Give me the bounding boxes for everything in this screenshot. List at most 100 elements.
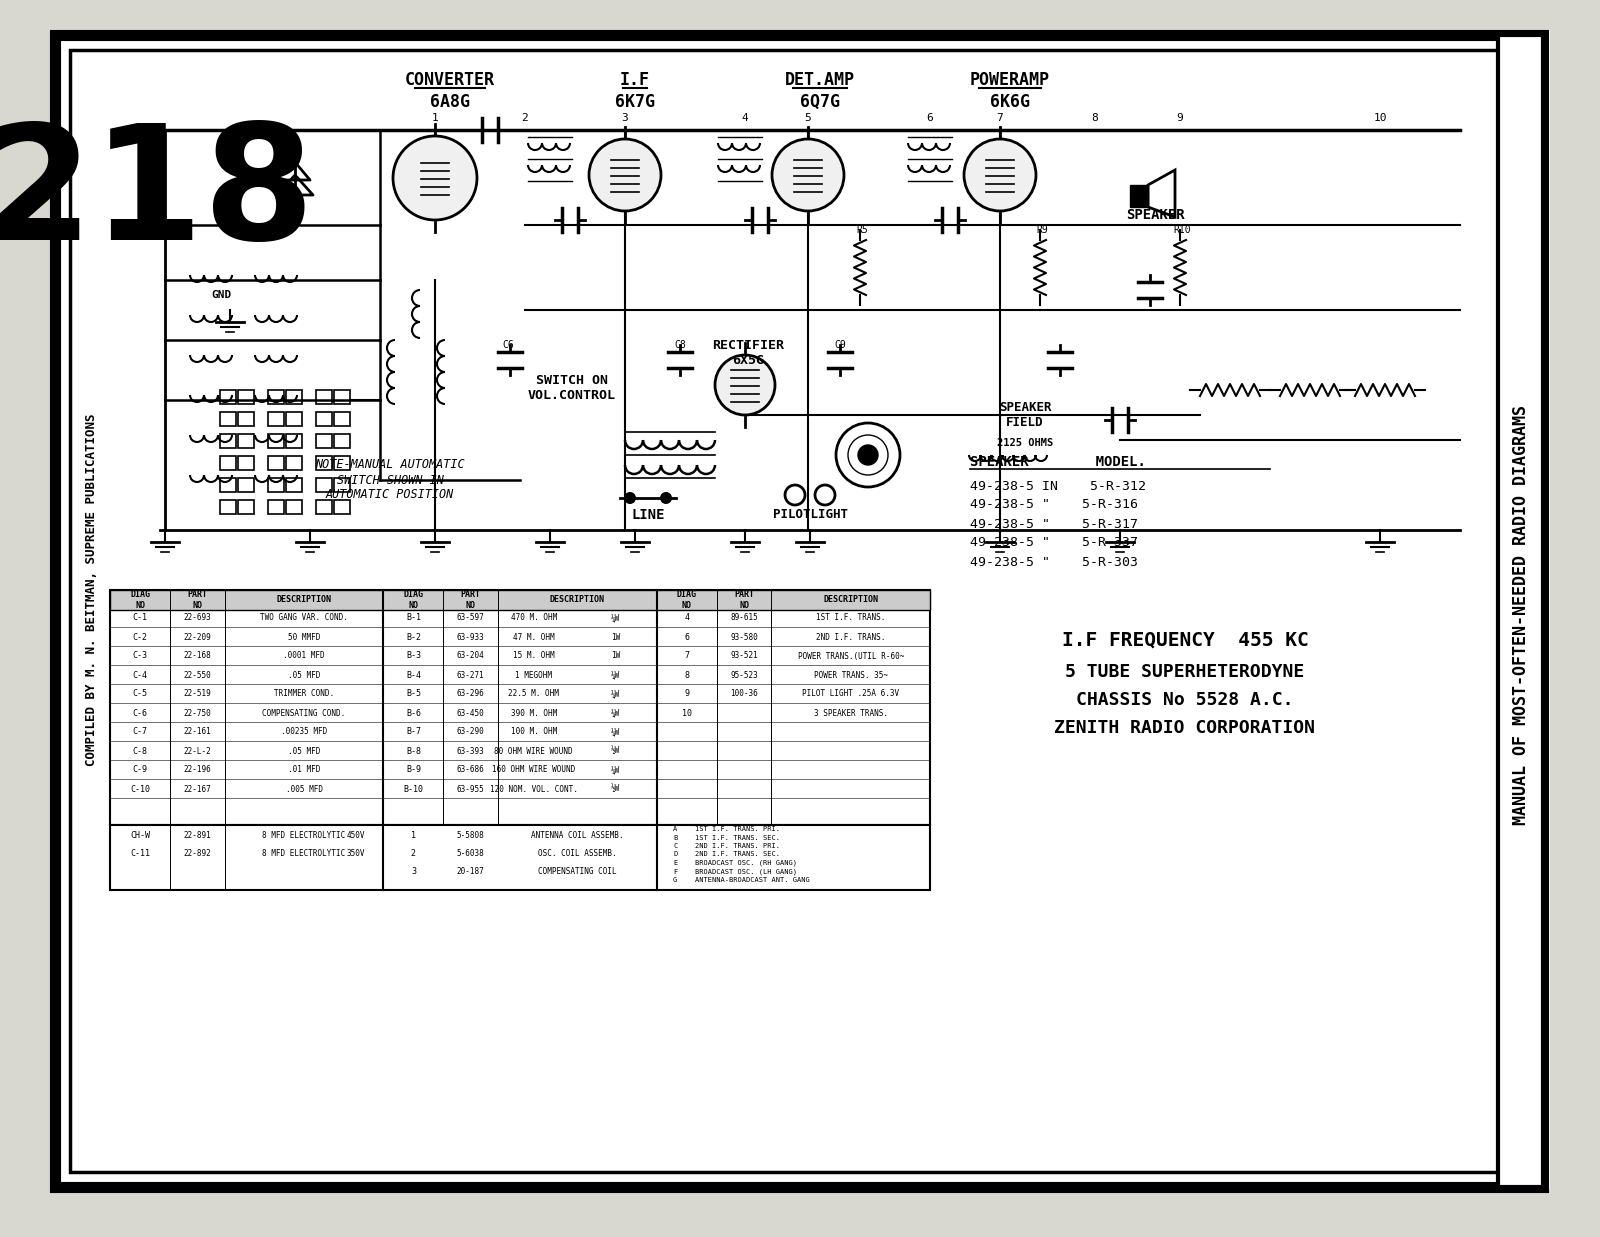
Text: C: C [674, 842, 677, 849]
Text: 22-693: 22-693 [184, 614, 211, 622]
Text: 63-393: 63-393 [458, 746, 485, 756]
Bar [269, 390, 285, 404]
Bar [238, 500, 254, 515]
Text: 22-209: 22-209 [184, 632, 211, 642]
Text: .01 MFD: .01 MFD [288, 766, 320, 774]
Text: 100-36: 100-36 [730, 689, 758, 699]
Text: COMPILED BY M. N. BEITMAN, SUPREME PUBLICATIONS: COMPILED BY M. N. BEITMAN, SUPREME PUBLI… [85, 413, 99, 766]
Bar [269, 500, 285, 515]
Text: 22-161: 22-161 [184, 727, 211, 736]
Text: R10: R10 [1173, 225, 1190, 235]
Bar [221, 500, 237, 515]
Text: 22-891: 22-891 [184, 831, 211, 840]
Text: 63-955: 63-955 [458, 784, 485, 793]
Text: C-4: C-4 [133, 670, 147, 679]
Text: 22.5 M. OHM: 22.5 M. OHM [509, 689, 558, 699]
Text: C-6: C-6 [133, 709, 147, 717]
Bar [334, 500, 350, 515]
Bar [1498, 35, 1542, 1188]
Text: LINE: LINE [632, 508, 664, 522]
Text: ¼W: ¼W [611, 670, 621, 679]
Text: 450V: 450V [347, 831, 365, 840]
Bar [317, 434, 333, 448]
Text: ¼W: ¼W [611, 614, 621, 622]
Text: NOTE-MANUAL AUTOMATIC
SWITCH SHOWN IN
AUTOMATIC POSITION: NOTE-MANUAL AUTOMATIC SWITCH SHOWN IN AU… [315, 459, 466, 501]
Text: .05 MFD: .05 MFD [288, 670, 320, 679]
Bar [286, 390, 302, 404]
Text: B-7: B-7 [406, 727, 421, 736]
Text: 6Q7G: 6Q7G [800, 93, 840, 111]
Bar [221, 390, 237, 404]
Text: 20-187: 20-187 [458, 867, 485, 877]
Text: 22-550: 22-550 [184, 670, 211, 679]
Text: 5 TUBE SUPERHETERODYNE: 5 TUBE SUPERHETERODYNE [1066, 663, 1304, 682]
Text: 10: 10 [1373, 113, 1387, 122]
Text: 2ND I.F. TRANS. SEC.: 2ND I.F. TRANS. SEC. [694, 851, 779, 857]
Bar [269, 456, 285, 470]
Circle shape [589, 139, 661, 212]
Text: 5-5808: 5-5808 [458, 831, 485, 840]
Text: 8: 8 [685, 670, 690, 679]
Bar [110, 825, 930, 889]
Text: 120 NOM. VOL. CONT.: 120 NOM. VOL. CONT. [490, 784, 578, 793]
Text: B-3: B-3 [406, 652, 421, 661]
Bar [269, 412, 285, 426]
Text: 8: 8 [1091, 113, 1098, 122]
Text: 47 M. OHM: 47 M. OHM [514, 632, 555, 642]
Text: 2ND I.F. TRANS.: 2ND I.F. TRANS. [816, 632, 885, 642]
Text: 6: 6 [926, 113, 933, 122]
Bar [334, 477, 350, 492]
Text: C6: C6 [502, 340, 514, 350]
Text: TRIMMER COND.: TRIMMER COND. [274, 689, 334, 699]
Text: PART
NO: PART NO [734, 590, 754, 610]
Circle shape [715, 355, 774, 414]
Text: CH-W: CH-W [130, 831, 150, 840]
Bar [1130, 186, 1149, 207]
Text: .05 MFD: .05 MFD [288, 746, 320, 756]
Text: 1ST I.F. TRANS.: 1ST I.F. TRANS. [816, 614, 885, 622]
Text: G: G [674, 877, 677, 883]
Circle shape [858, 445, 878, 465]
Text: 22-167: 22-167 [184, 784, 211, 793]
Text: .00235 MFD: .00235 MFD [282, 727, 326, 736]
Bar [221, 456, 237, 470]
Text: 7: 7 [685, 652, 690, 661]
Text: PART
NO: PART NO [187, 590, 208, 610]
Text: PART
NO: PART NO [461, 590, 480, 610]
Text: DESCRIPTION: DESCRIPTION [550, 595, 605, 605]
Text: C-10: C-10 [130, 784, 150, 793]
Text: B-6: B-6 [406, 709, 421, 717]
Bar [238, 390, 254, 404]
Text: SPEAKER        MODEL.: SPEAKER MODEL. [970, 455, 1146, 469]
Text: 9: 9 [1176, 113, 1184, 122]
Text: 63-204: 63-204 [458, 652, 485, 661]
Bar [334, 412, 350, 426]
Text: C-2: C-2 [133, 632, 147, 642]
Text: 1W: 1W [611, 632, 621, 642]
Bar [334, 434, 350, 448]
Text: SPEAKER
FIELD: SPEAKER FIELD [998, 401, 1051, 429]
Text: ANTENNA COIL ASSEMB.: ANTENNA COIL ASSEMB. [531, 831, 624, 840]
Text: RECTIFIER
6X5G: RECTIFIER 6X5G [712, 339, 784, 367]
Text: TWO GANG VAR. COND.: TWO GANG VAR. COND. [261, 614, 349, 622]
Text: COMPENSATING COND.: COMPENSATING COND. [262, 709, 346, 717]
Text: 63-290: 63-290 [458, 727, 485, 736]
Text: 6K6G: 6K6G [990, 93, 1030, 111]
Text: POWERAMP: POWERAMP [970, 71, 1050, 89]
Bar [317, 456, 333, 470]
Bar [110, 590, 930, 610]
Text: 89-615: 89-615 [730, 614, 758, 622]
Text: A: A [674, 826, 677, 833]
Text: 8 MFD ELECTROLYTIC: 8 MFD ELECTROLYTIC [262, 850, 346, 858]
Text: COMPENSATING COIL: COMPENSATING COIL [538, 867, 616, 877]
Bar [221, 412, 237, 426]
Text: 63-296: 63-296 [458, 689, 485, 699]
Bar [238, 456, 254, 470]
Text: 1W: 1W [611, 652, 621, 661]
Bar [238, 412, 254, 426]
Bar [269, 477, 285, 492]
Text: 22-168: 22-168 [184, 652, 211, 661]
Text: 22-L-2: 22-L-2 [184, 746, 211, 756]
Text: DIAG
NO: DIAG NO [403, 590, 424, 610]
Text: DESCRIPTION: DESCRIPTION [824, 595, 878, 605]
